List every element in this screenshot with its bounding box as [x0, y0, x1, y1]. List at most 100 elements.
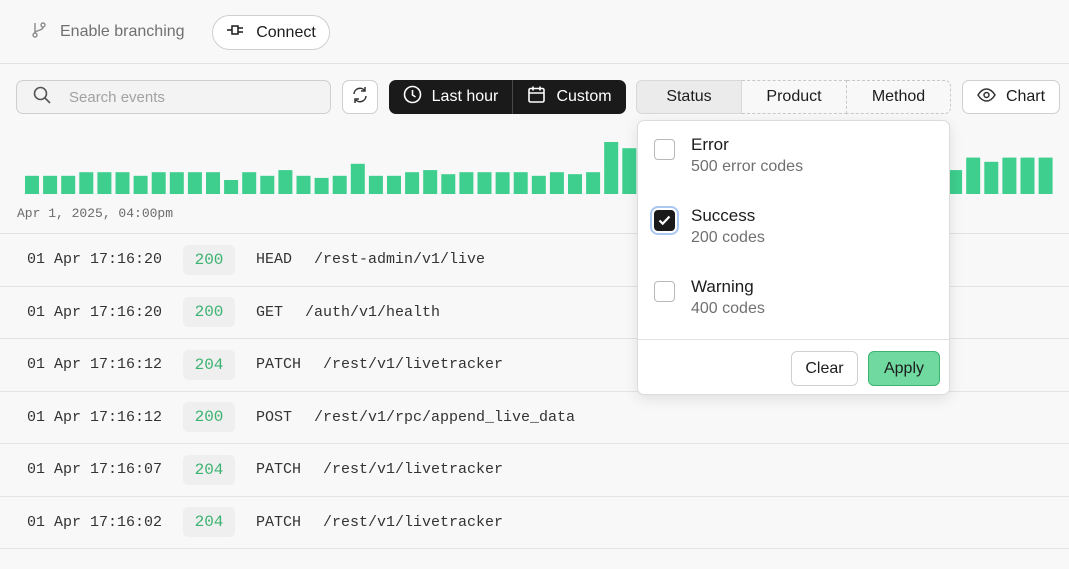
histogram-bar[interactable] — [206, 172, 220, 194]
histogram-bar[interactable] — [242, 172, 257, 194]
histogram-bar[interactable] — [169, 172, 184, 194]
last-hour-label: Last hour — [431, 88, 499, 105]
enable-branching-button[interactable]: Enable branching — [30, 20, 185, 44]
event-row[interactable]: 01 Apr 17:16:02 204 PATCH /rest/v1/livet… — [0, 496, 1069, 549]
histogram-bar[interactable] — [622, 148, 637, 194]
histogram-bar[interactable] — [61, 175, 76, 194]
event-path: /rest/v1/livetracker — [323, 356, 504, 374]
checkmark-icon — [658, 215, 671, 226]
search-box[interactable] — [16, 80, 331, 114]
event-timestamp: 01 Apr 17:16:02 — [27, 513, 163, 531]
histogram-bar[interactable] — [513, 172, 528, 194]
option-description: 400 codes — [691, 300, 765, 317]
branch-icon — [30, 21, 48, 44]
event-timestamp: 01 Apr 17:16:12 — [27, 408, 163, 426]
histogram-bar[interactable] — [405, 172, 420, 194]
histogram-bar[interactable] — [151, 172, 166, 194]
events-list: 01 Apr 17:16:20 200 HEAD /rest-admin/v1/… — [0, 234, 1069, 549]
histogram-bar[interactable] — [948, 170, 963, 194]
success-checkbox[interactable] — [654, 210, 675, 231]
histogram-bar[interactable] — [549, 172, 564, 194]
histogram-bar[interactable] — [97, 172, 112, 194]
clear-button[interactable]: Clear — [791, 351, 858, 386]
refresh-icon — [351, 86, 369, 109]
histogram-bar[interactable] — [586, 172, 601, 194]
status-code-badge: 200 — [183, 244, 235, 275]
event-method: POST — [256, 408, 293, 426]
eye-icon — [977, 87, 996, 107]
filter-group: Status Product Method — [636, 80, 951, 114]
chart-toggle-button[interactable]: Chart — [962, 80, 1060, 114]
histogram-bar[interactable] — [278, 170, 293, 194]
histogram-bar[interactable] — [1020, 157, 1035, 194]
event-row[interactable]: 01 Apr 17:16:12 200 POST /rest/v1/rpc/ap… — [0, 391, 1069, 444]
event-row[interactable]: 01 Apr 17:16:07 204 PATCH /rest/v1/livet… — [0, 444, 1069, 497]
event-path: /auth/v1/health — [305, 303, 441, 321]
dropdown-footer: Clear Apply — [638, 339, 949, 395]
event-path: /rest/v1/rpc/append_live_data — [314, 408, 576, 426]
option-description: 200 codes — [691, 229, 765, 246]
event-path: /rest-admin/v1/live — [314, 251, 486, 269]
histogram-bar[interactable] — [133, 175, 148, 194]
histogram-bar[interactable] — [459, 172, 474, 194]
histogram-bar[interactable] — [314, 177, 329, 194]
histogram-bar[interactable] — [604, 142, 619, 194]
histogram-bar[interactable] — [368, 175, 383, 194]
histogram-bar[interactable] — [43, 175, 58, 194]
histogram-bar[interactable] — [350, 163, 365, 194]
search-input[interactable] — [69, 88, 309, 106]
event-method: PATCH — [256, 356, 302, 374]
error-checkbox[interactable] — [654, 139, 675, 160]
event-method: PATCH — [256, 461, 302, 479]
calendar-icon — [527, 85, 546, 109]
time-range-group: Last hour Custom — [389, 80, 626, 114]
last-hour-button[interactable]: Last hour — [389, 80, 513, 114]
status-option-error[interactable]: Error 500 error codes — [654, 135, 934, 185]
event-path: /rest/v1/livetracker — [323, 461, 504, 479]
histogram-bar[interactable] — [332, 175, 347, 194]
histogram-bar[interactable] — [187, 172, 202, 194]
histogram-start-label: Apr 1, 2025, 04:00pm — [17, 206, 174, 221]
status-filter-dropdown: Error 500 error codes Success 200 codes … — [637, 120, 950, 395]
clock-icon — [403, 85, 422, 109]
histogram-bar[interactable] — [495, 172, 510, 194]
histogram-bar[interactable] — [966, 157, 981, 194]
histogram-bar[interactable] — [79, 172, 94, 194]
histogram-bar[interactable] — [423, 170, 438, 194]
histogram-bar[interactable] — [387, 175, 401, 194]
histogram-bar[interactable] — [441, 174, 456, 194]
event-timestamp: 01 Apr 17:16:20 — [27, 303, 163, 321]
search-icon — [33, 86, 51, 109]
chart-label: Chart — [1005, 88, 1046, 105]
warning-checkbox[interactable] — [654, 281, 675, 302]
status-code-badge: 200 — [183, 402, 235, 433]
event-timestamp: 01 Apr 17:16:20 — [27, 251, 163, 269]
histogram-bar[interactable] — [260, 175, 275, 194]
status-option-success[interactable]: Success 200 codes — [654, 206, 934, 256]
plug-icon — [226, 23, 246, 42]
apply-button[interactable]: Apply — [868, 351, 940, 386]
option-label: Success — [691, 206, 756, 225]
histogram-bar[interactable] — [224, 180, 239, 194]
histogram-bar[interactable] — [115, 172, 130, 194]
histogram-bar[interactable] — [984, 161, 999, 194]
histogram-bar[interactable] — [1038, 157, 1053, 194]
status-code-badge: 204 — [183, 349, 235, 380]
status-code-badge: 200 — [183, 297, 235, 328]
histogram-bar[interactable] — [477, 172, 492, 194]
connect-button[interactable]: Connect — [212, 15, 330, 50]
histogram-bar[interactable] — [296, 175, 311, 194]
event-method: GET — [256, 303, 284, 321]
histogram-bar[interactable] — [1002, 157, 1017, 194]
histogram-bar[interactable] — [531, 175, 546, 194]
connect-label: Connect — [256, 23, 316, 41]
method-filter-button[interactable]: Method — [847, 80, 951, 114]
status-filter-button[interactable]: Status — [636, 80, 742, 114]
histogram-bar[interactable] — [568, 174, 582, 194]
event-method: PATCH — [256, 513, 302, 531]
product-filter-button[interactable]: Product — [742, 80, 847, 114]
refresh-button[interactable] — [342, 80, 378, 114]
status-option-warning[interactable]: Warning 400 codes — [654, 277, 934, 327]
custom-range-button[interactable]: Custom — [513, 80, 626, 114]
histogram-bar[interactable] — [25, 175, 39, 194]
